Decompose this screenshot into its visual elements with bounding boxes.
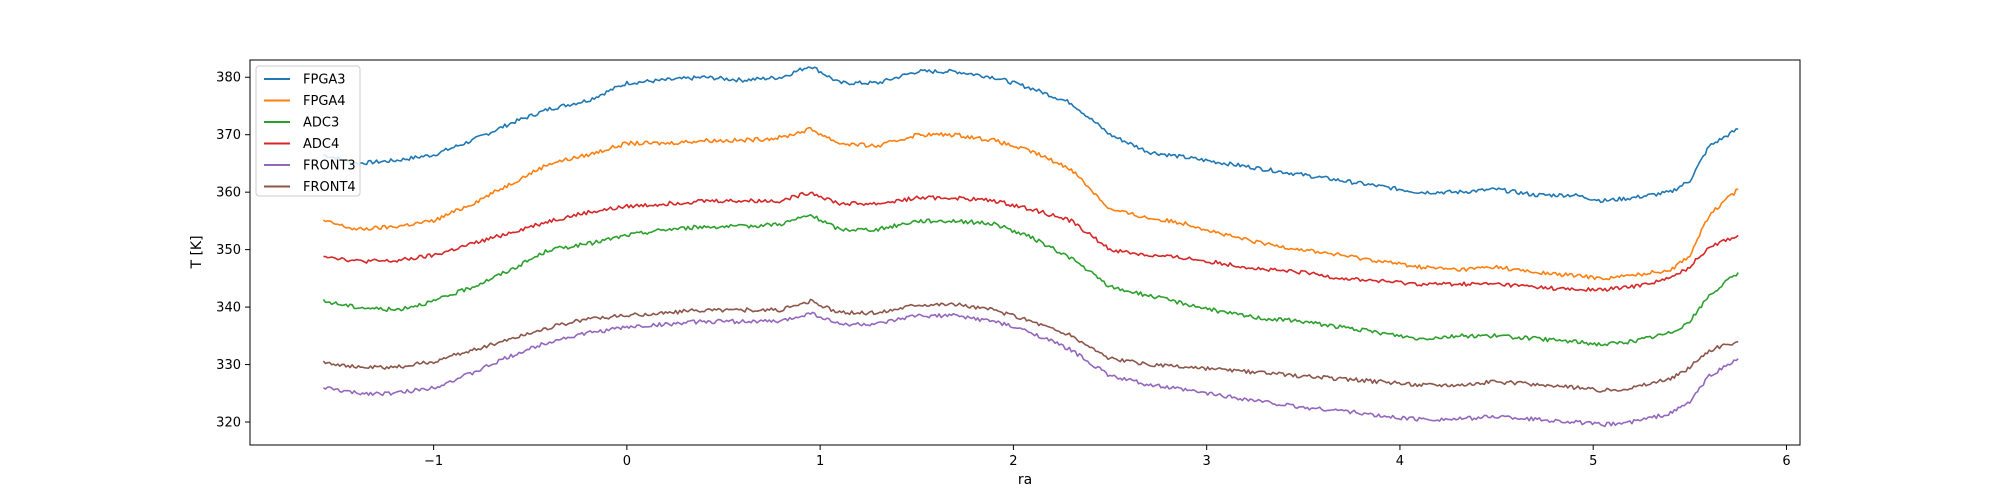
x-tick-label: 0	[623, 454, 631, 469]
y-tick-label: 350	[216, 243, 241, 258]
series-layer	[322, 66, 1739, 428]
legend-label-front4: FRONT4	[303, 180, 356, 195]
series-line-adc3	[322, 213, 1739, 347]
legend-label-adc3: ADC3	[303, 116, 339, 131]
series-line-fpga3	[323, 66, 1739, 204]
x-axis-label: ra	[1018, 472, 1032, 488]
x-tick-label: 6	[1782, 454, 1790, 469]
x-tick-label: 5	[1589, 454, 1597, 469]
y-tick-label: 340	[216, 301, 241, 316]
legend-label-adc4: ADC4	[303, 137, 339, 152]
legend-label-fpga3: FPGA3	[303, 73, 346, 88]
y-tick-label: 360	[216, 186, 241, 201]
y-tick-label: 320	[216, 416, 241, 431]
series-line-front3	[323, 311, 1739, 428]
legend-label-fpga4: FPGA4	[303, 94, 346, 109]
x-tick-label: −1	[424, 454, 443, 469]
series-line-adc4	[323, 191, 1739, 292]
legend-box	[255, 65, 361, 197]
x-axis-ticks: −1 0 1 2 3 4 5 6	[424, 445, 1791, 469]
series-line-fpga4	[322, 126, 1739, 281]
legend-label-front3: FRONT3	[303, 159, 356, 174]
x-tick-label: 4	[1396, 454, 1404, 469]
y-tick-label: 380	[216, 71, 241, 86]
legend: FPGA3 FPGA4 ADC3 ADC4 FRONT3 FRONT4	[255, 65, 361, 197]
y-axis-ticks: 320 330 340 350 360 370 380	[216, 71, 250, 431]
x-tick-label: 1	[816, 454, 824, 469]
x-tick-label: 2	[1009, 454, 1017, 469]
y-axis-label: T [K]	[189, 235, 205, 269]
x-tick-label: 3	[1203, 454, 1211, 469]
y-tick-label: 370	[216, 128, 241, 143]
y-tick-label: 330	[216, 358, 241, 373]
series-line-front4	[322, 298, 1739, 393]
